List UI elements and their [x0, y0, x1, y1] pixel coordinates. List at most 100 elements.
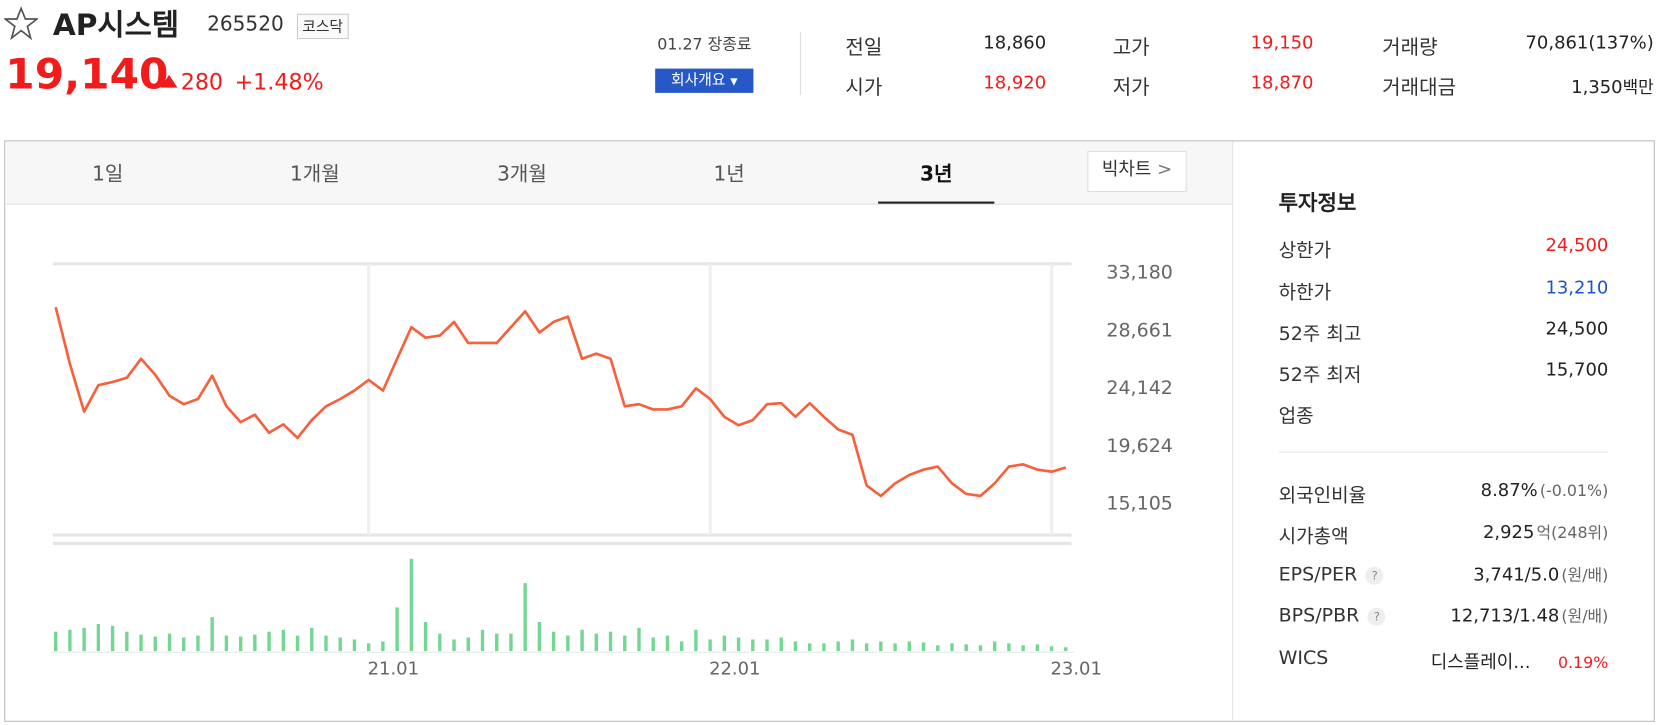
- volume-bar: [352, 639, 357, 652]
- price-line: [54, 306, 1067, 498]
- volume-bar: [779, 637, 783, 652]
- summary-unit: 백만: [1622, 77, 1654, 98]
- volume-bar: [68, 629, 72, 652]
- invest-value: 15,700: [1545, 360, 1608, 381]
- volume-bar: [936, 645, 940, 652]
- volume-bar: [950, 643, 954, 652]
- volume-bar: [708, 639, 712, 652]
- volume-bar: [651, 637, 655, 652]
- invest-number: 12,713/1.48: [1450, 605, 1560, 627]
- volume-bar: [466, 637, 470, 652]
- invest-number: 디스플레이...: [1430, 652, 1531, 674]
- volume-bar: [110, 625, 115, 652]
- tab[interactable]: 3개월: [497, 162, 547, 186]
- help-icon[interactable]: ?: [1365, 566, 1384, 585]
- x-tick-label: 21.01: [368, 658, 419, 679]
- volume-bar: [409, 558, 414, 652]
- tab[interactable]: 3년: [920, 162, 953, 186]
- volume-bar: [864, 643, 869, 652]
- invest-label: EPS/PER?: [1279, 564, 1384, 586]
- volume-bar: [423, 621, 428, 652]
- price-change: 280: [180, 69, 224, 95]
- x-tick-label: 22.01: [709, 658, 760, 679]
- invest-value: 8.87% (-0.01%): [1481, 480, 1609, 501]
- volume-bar: [125, 631, 129, 652]
- tab[interactable]: 1일: [92, 162, 124, 186]
- volume-bar: [381, 641, 385, 652]
- invest-value: 24,500: [1545, 319, 1608, 340]
- volume-bar: [139, 634, 143, 652]
- volume-bar: [366, 643, 371, 652]
- invest-value: 12,713/1.48 (원/배): [1450, 605, 1608, 627]
- volume-bar: [822, 643, 826, 652]
- summary-label: 저가: [1112, 75, 1150, 100]
- invest-value: 디스플레이... 0.19%: [1431, 647, 1609, 673]
- summary-label: 거래대금: [1382, 75, 1457, 100]
- invest-number: 8.87%: [1480, 480, 1538, 502]
- invest-label: 52주 최고: [1278, 322, 1362, 346]
- divider: [799, 31, 801, 95]
- summary-number: 19,150: [1250, 32, 1314, 54]
- stock-code: 265520: [207, 12, 284, 36]
- summary-label: 고가: [1112, 35, 1150, 60]
- volume-bar: [992, 641, 997, 652]
- volume-bar: [964, 644, 968, 652]
- big-chart-label: 빅차트: [1101, 159, 1152, 181]
- invest-label: 외국인비율: [1278, 484, 1367, 507]
- volume-bar: [907, 641, 911, 652]
- market-badge: 코스닥: [296, 13, 349, 40]
- volume-bar: [608, 631, 613, 652]
- summary-value: 18,860: [983, 33, 1046, 54]
- volume-bar: [537, 621, 542, 652]
- current-price: 19,140: [5, 50, 169, 100]
- invest-value: 3,741/5.0 (원/배): [1473, 564, 1608, 586]
- invest-divider: [1278, 451, 1609, 453]
- volume-bar: [338, 637, 342, 652]
- volume-bar: [793, 641, 798, 652]
- y-tick-label: 19,624: [1106, 435, 1173, 457]
- volume-bar: [281, 629, 286, 652]
- invest-label: 업종: [1278, 405, 1314, 428]
- volume-bar: [310, 627, 314, 652]
- summary-value: 1,350백만: [1571, 73, 1654, 98]
- volume-bar: [253, 634, 257, 652]
- chart-box: [4, 140, 1655, 722]
- volume-bar: [978, 645, 983, 652]
- company-button[interactable]: 회사개요 ▼: [655, 68, 754, 93]
- invest-note: (-0.01%): [1539, 481, 1609, 501]
- volume-bar: [836, 641, 840, 652]
- invest-label: 상한가: [1278, 239, 1332, 262]
- volume-bar: [1049, 646, 1054, 652]
- volume-bar: [736, 637, 741, 652]
- help-icon[interactable]: ?: [1367, 607, 1386, 626]
- invest-label: 하한가: [1278, 281, 1332, 304]
- summary-value: 19,150: [1251, 33, 1314, 54]
- summary-value: 70,861(137%): [1525, 33, 1653, 54]
- volume-bar: [210, 617, 214, 652]
- summary-number: 70,861(137%): [1525, 32, 1654, 54]
- summary-number: 18,870: [1250, 72, 1314, 94]
- invest-number: 24,500: [1545, 318, 1609, 340]
- volume-bar: [1007, 643, 1011, 652]
- active-tab-underline: [878, 201, 995, 204]
- tab[interactable]: 1개월: [290, 162, 340, 186]
- volume-bar: [808, 643, 812, 652]
- volume-bar: [480, 629, 485, 652]
- big-chart-button[interactable]: 빅차트 >: [1087, 150, 1187, 193]
- summary-number: 18,920: [983, 72, 1047, 94]
- invest-number: 15,700: [1545, 359, 1609, 381]
- x-tick-label: 23.01: [1051, 658, 1102, 679]
- invest-note: (원/배): [1561, 606, 1609, 626]
- invest-value: 13,210: [1545, 278, 1608, 299]
- price-chart: 21.01 22.01 23.01 33,180 28,661 24,142 19,624 1…: [50, 262, 1173, 679]
- invest-note: (원/배): [1561, 565, 1609, 585]
- volume-bar: [267, 631, 271, 652]
- market-status: 01.27 장종료: [657, 34, 752, 54]
- favorite-star[interactable]: [4, 6, 39, 41]
- volume-bar: [879, 641, 883, 652]
- invest-label: 시가총액: [1278, 525, 1349, 548]
- up-arrow: [160, 74, 178, 88]
- invest-note: 0.19%: [1557, 653, 1609, 673]
- tab[interactable]: 1년: [713, 162, 745, 186]
